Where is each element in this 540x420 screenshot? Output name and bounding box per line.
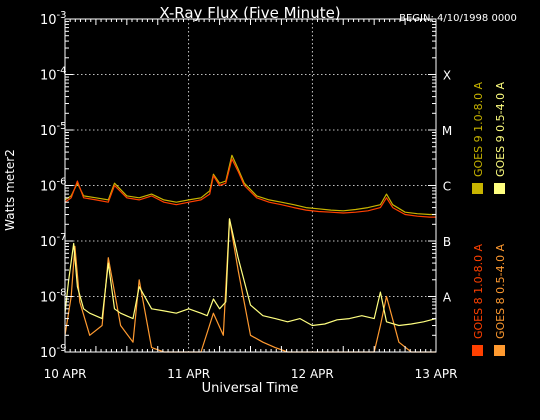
- y-tick-label: 10-5: [40, 121, 67, 139]
- flare-class-X: X: [443, 69, 451, 83]
- flare-class-M: M: [442, 124, 452, 138]
- begin-label: BEGIN: 4/10/1998 0000: [399, 13, 517, 24]
- legend-swatch: [472, 183, 483, 194]
- y-axis-ticks: 10-3 10-4 10-5 10-6 10-7 10-8 10-9: [40, 10, 436, 361]
- y-tick-label: 10-4: [40, 66, 67, 84]
- series-line-1: [64, 158, 436, 218]
- legend-label: GOES 9 0.5-4.0 A: [494, 81, 507, 177]
- y-tick-label: 10-3: [40, 10, 67, 28]
- x-axis-ticks: 10 APR 11 APR 12 APR 13 APR: [44, 19, 458, 381]
- legend-swatch: [472, 345, 483, 356]
- grid: [65, 19, 436, 352]
- legend-label: GOES 9 1.0-8.0 A: [472, 81, 485, 177]
- chart-title: X-Ray Flux (Five Minute): [159, 4, 340, 22]
- flare-class-A: A: [443, 291, 452, 305]
- x-tick-label: 12 APR: [291, 367, 334, 381]
- series-group: [64, 154, 437, 353]
- y-tick-label: 10-7: [40, 232, 67, 250]
- legend-label: GOES 8 1.0-8.0 A: [472, 243, 485, 339]
- x-axis-label: Universal Time: [202, 381, 299, 396]
- y-tick-label: 10-6: [40, 177, 67, 195]
- legend: GOES 8 1.0-8.0 A GOES 8 0.5-4.0 A GOES 9 1…: [472, 81, 507, 356]
- y-axis-label: Watts meter2: [3, 149, 17, 231]
- legend-label: GOES 8 0.5-4.0 A: [494, 243, 507, 339]
- y-tick-label: 10-8: [40, 288, 67, 306]
- y-tick-label: 10-9: [40, 343, 67, 361]
- legend-swatch: [494, 183, 505, 194]
- x-tick-label: 13 APR: [415, 367, 458, 381]
- legend-swatch: [494, 345, 505, 356]
- series-line-4: [64, 218, 437, 327]
- flare-class-labels: X M C B A: [442, 69, 452, 305]
- x-tick-label: 11 APR: [167, 367, 210, 381]
- flare-class-B: B: [443, 235, 451, 249]
- x-tick-label: 10 APR: [44, 367, 87, 381]
- flare-class-C: C: [443, 180, 451, 194]
- series-line-3: [64, 154, 436, 216]
